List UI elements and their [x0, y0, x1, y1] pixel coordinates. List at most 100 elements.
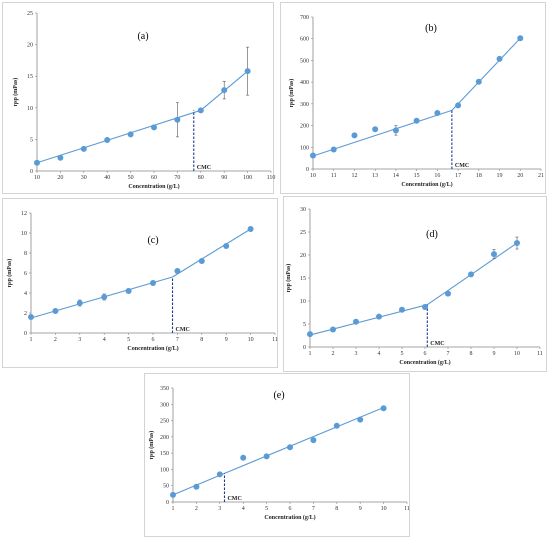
- y-tick-label: 100: [160, 467, 169, 473]
- y-tick-label: 150: [160, 451, 169, 457]
- x-tick-label: 11: [537, 351, 543, 357]
- y-tick-label: 0: [30, 169, 33, 175]
- data-point: [434, 109, 441, 116]
- x-tick-label: 4: [242, 506, 245, 512]
- x-tick-label: 10: [514, 351, 520, 357]
- data-point: [240, 454, 247, 461]
- x-tick-label: 6: [424, 351, 427, 357]
- data-point: [34, 159, 40, 166]
- y-axis-label: ηsp (mPas): [285, 264, 292, 293]
- y-tick-label: 250: [160, 419, 169, 425]
- x-tick-label: 40: [104, 175, 110, 181]
- x-tick-label: 1: [172, 506, 175, 512]
- x-tick-label: 2: [54, 337, 57, 343]
- panel-label: (d): [426, 229, 438, 240]
- x-tick-label: 10: [310, 173, 316, 179]
- x-axis-label: Concentration (g/L): [264, 514, 315, 521]
- data-point: [170, 491, 176, 498]
- data-point: [287, 444, 293, 451]
- data-point: [399, 306, 405, 313]
- data-point: [376, 313, 382, 320]
- data-point: [310, 152, 316, 159]
- x-tick-label: 2: [195, 506, 198, 512]
- data-point: [174, 116, 181, 123]
- x-tick-label: 6: [152, 337, 155, 343]
- x-tick-label: 1: [30, 337, 33, 343]
- x-tick-label: 1: [309, 351, 312, 357]
- x-tick-label: 17: [455, 173, 461, 179]
- data-point: [151, 124, 157, 131]
- x-tick-label: 10: [34, 175, 40, 181]
- data-point: [223, 243, 230, 249]
- data-point: [221, 87, 228, 94]
- y-tick-label: 50: [163, 484, 169, 490]
- x-tick-label: 9: [359, 506, 362, 512]
- y-tick-label: 700: [300, 15, 309, 21]
- data-point: [307, 331, 313, 338]
- y-tick-label: 15: [27, 74, 33, 80]
- y-tick-label: 600: [300, 37, 309, 43]
- panel-e: 1 2 3 4 5 6 7 8 9 10 11 0 50 100 150 200 250 300 350 Concen…: [144, 373, 410, 537]
- x-tick-label: 10: [381, 506, 387, 512]
- data-point: [422, 303, 428, 310]
- y-axis-label: ηsp (mPas): [12, 78, 19, 107]
- y-axis-label: ηsp (mPas): [148, 431, 155, 460]
- x-tick-label: 18: [476, 173, 482, 179]
- data-point: [445, 290, 451, 297]
- y-tick-label: 200: [300, 124, 309, 130]
- data-point: [127, 131, 134, 138]
- x-tick-label: 100: [243, 175, 252, 181]
- panel-d: 1 2 3 4 5 6 7 8 9 10 11 0 5 10 15 20 25 30 Concentration (…: [283, 196, 547, 372]
- y-axis-label: ηsp (mPas): [288, 79, 295, 108]
- panel-b: 10 11 12 13 14 15 16 17 18 19 20 21 0 100 200 300 400 500…: [280, 2, 546, 194]
- x-axis-label: Concentration (g/L): [399, 359, 450, 366]
- x-tick-label: 11: [404, 506, 410, 512]
- data-point: [193, 483, 200, 490]
- data-point: [310, 437, 317, 444]
- y-tick-label: 15: [300, 276, 306, 282]
- cmc-label: CMC: [430, 341, 444, 347]
- data-point: [198, 258, 205, 264]
- x-tick-label: 19: [497, 173, 503, 179]
- x-tick-label: 4: [103, 337, 106, 343]
- y-tick-label: 30: [300, 207, 306, 213]
- x-tick-label: 5: [127, 337, 130, 343]
- data-point: [491, 251, 497, 258]
- x-tick-label: 90: [221, 175, 227, 181]
- panel-a: 10 20 30 40 50 60 70 80 90 100 110 0 5 10 15 20 25 Concen…: [2, 2, 276, 194]
- data-point: [216, 471, 223, 478]
- y-tick-label: 12: [21, 211, 27, 217]
- panel-c: 1 2 3 4 5 6 7 8 9 10 11 0 2 4 6 8 10 12 Concentration (g/L…: [2, 198, 278, 368]
- y-tick-label: 300: [300, 102, 309, 108]
- y-tick-label: 400: [300, 80, 309, 86]
- y-tick-label: 5: [30, 137, 33, 143]
- data-point: [52, 308, 59, 314]
- data-point: [125, 288, 132, 294]
- data-point: [247, 226, 254, 232]
- x-tick-label: 50: [128, 175, 134, 181]
- data-point: [514, 240, 520, 247]
- x-tick-label: 10: [248, 337, 254, 343]
- x-tick-label: 110: [267, 175, 276, 181]
- x-tick-label: 14: [393, 173, 399, 179]
- x-tick-label: 12: [351, 173, 357, 179]
- panel-label: (b): [425, 23, 437, 34]
- panel-label: (c): [147, 235, 158, 246]
- x-tick-label: 70: [174, 175, 180, 181]
- y-tick-label: 6: [24, 271, 27, 277]
- data-point: [76, 300, 83, 306]
- fit-line-1: [36, 109, 201, 164]
- data-point: [455, 102, 462, 109]
- data-point: [392, 127, 399, 134]
- data-point: [372, 126, 379, 133]
- y-tick-label: 20: [27, 43, 33, 49]
- x-tick-label: 9: [493, 351, 496, 357]
- data-point: [197, 107, 204, 114]
- x-tick-label: 20: [57, 175, 63, 181]
- data-point: [150, 280, 156, 286]
- x-tick-label: 2: [332, 351, 335, 357]
- fit-line-1: [172, 472, 225, 496]
- data-point: [333, 422, 340, 429]
- data-point: [244, 68, 251, 75]
